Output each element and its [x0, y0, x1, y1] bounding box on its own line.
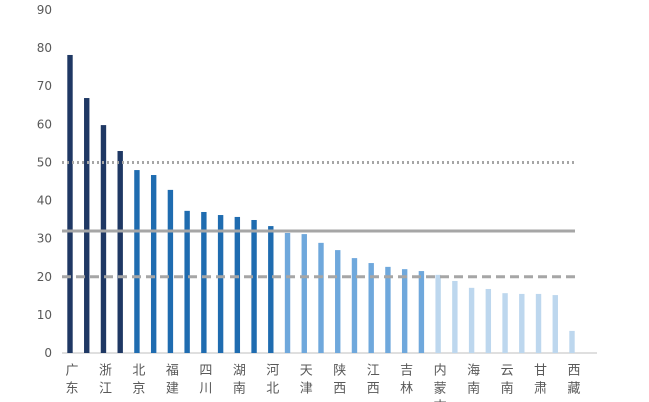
bar — [401, 269, 408, 353]
bar — [284, 232, 291, 353]
bar — [502, 293, 508, 353]
x-tick-label: 四川 — [196, 363, 212, 399]
bar — [368, 263, 374, 353]
y-tick-label: 40 — [37, 194, 52, 208]
x-tick-label: 广东 — [63, 363, 79, 399]
y-tick-label: 30 — [37, 232, 52, 246]
bar — [251, 219, 257, 353]
bar — [167, 189, 174, 353]
bar — [535, 293, 542, 353]
y-tick-label: 70 — [37, 79, 52, 93]
bar — [385, 266, 391, 353]
bar — [468, 287, 475, 353]
bar — [351, 258, 358, 353]
x-tick-label: 陕西 — [330, 363, 346, 399]
bar — [435, 274, 441, 353]
y-tick-label: 80 — [37, 41, 52, 55]
y-tick-label: 0 — [44, 346, 52, 360]
bar — [67, 54, 73, 354]
bar — [485, 288, 492, 353]
bar — [217, 215, 224, 353]
bar — [150, 175, 157, 353]
bar — [117, 151, 123, 353]
y-tick-label: 60 — [37, 117, 52, 131]
bar — [552, 295, 558, 353]
x-tick-label: 江西 — [364, 363, 380, 399]
y-tick-label: 10 — [37, 308, 52, 322]
bar — [519, 293, 525, 353]
y-tick-label: 90 — [37, 3, 52, 17]
bar — [268, 226, 274, 353]
x-tick-label: 西藏 — [565, 363, 581, 399]
x-tick-label: 天津 — [297, 363, 313, 399]
x-tick-label: 云南 — [498, 363, 513, 399]
x-tick-label: 吉林 — [397, 363, 413, 399]
y-tick-label: 20 — [37, 270, 52, 284]
bar — [418, 271, 425, 353]
bar — [301, 234, 307, 353]
bar — [335, 250, 341, 353]
x-tick-label: 河北 — [263, 363, 279, 399]
x-tick-label: 海南 — [464, 363, 480, 399]
bar — [318, 242, 324, 353]
bar — [184, 210, 190, 353]
x-tick-label: 内蒙古 — [431, 362, 447, 402]
bar — [452, 280, 458, 353]
x-tick-label: 福建 — [163, 363, 179, 399]
bar — [234, 216, 241, 353]
y-tick-label: 50 — [37, 155, 52, 169]
x-tick-label: 湖南 — [230, 363, 246, 399]
x-tick-label: 甘肃 — [531, 363, 547, 399]
bar — [569, 330, 575, 353]
bar — [84, 98, 90, 353]
bar — [100, 125, 107, 354]
bar — [134, 170, 140, 353]
x-tick-label: 北京 — [129, 363, 145, 399]
x-tick-label: 浙江 — [96, 363, 112, 399]
bar — [201, 211, 207, 353]
